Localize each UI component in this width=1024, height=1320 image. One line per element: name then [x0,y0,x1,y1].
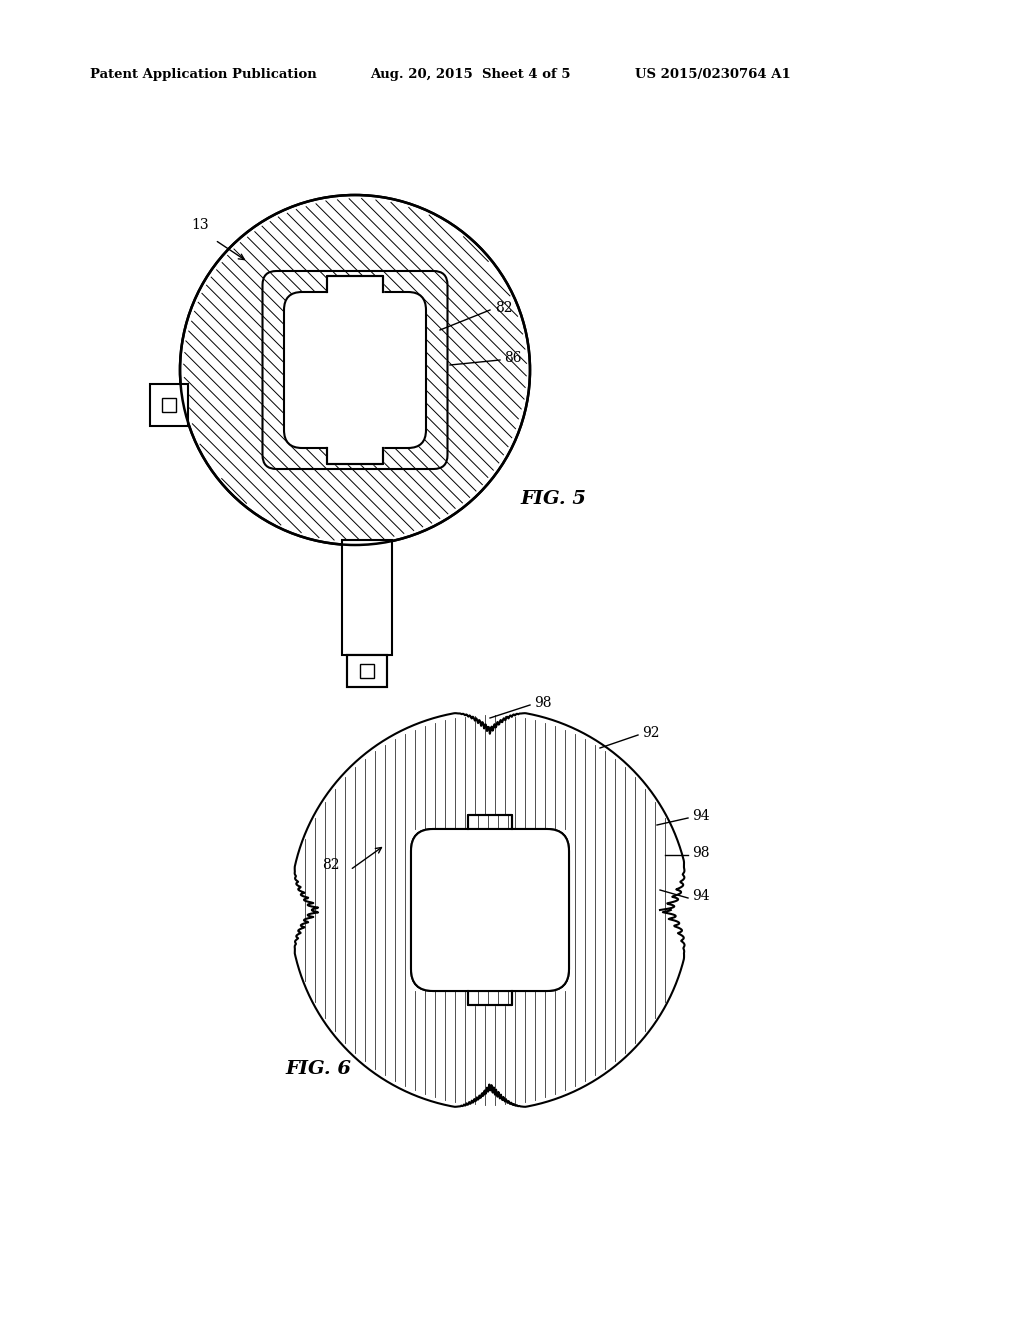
Circle shape [180,195,530,545]
Bar [342,540,392,655]
Polygon shape [150,384,188,426]
Text: 92: 92 [642,726,659,741]
Text: FIG. 5: FIG. 5 [520,490,586,508]
Polygon shape [468,814,512,832]
Text: 94: 94 [692,888,710,903]
Polygon shape [327,276,383,294]
Text: FIG. 6: FIG. 6 [285,1060,351,1078]
Polygon shape [468,989,512,1005]
Bar [150,384,188,426]
Text: 82: 82 [495,301,512,315]
Text: US 2015/0230764 A1: US 2015/0230764 A1 [635,69,791,81]
Bar [162,399,176,412]
Text: 94: 94 [692,809,710,822]
Polygon shape [342,540,392,655]
Text: 86: 86 [504,351,521,366]
Text: Patent Application Publication: Patent Application Publication [90,69,316,81]
Polygon shape [295,713,684,1106]
Text: 13: 13 [191,218,209,232]
PathPatch shape [411,829,569,991]
Bar [360,664,374,678]
PathPatch shape [284,292,426,447]
Text: 98: 98 [692,846,710,861]
Text: 98: 98 [534,696,552,710]
Polygon shape [327,446,383,465]
Bar [347,655,387,686]
Text: Aug. 20, 2015  Sheet 4 of 5: Aug. 20, 2015 Sheet 4 of 5 [370,69,570,81]
Text: 82: 82 [323,858,340,873]
PathPatch shape [411,829,569,991]
Bar [347,655,387,686]
